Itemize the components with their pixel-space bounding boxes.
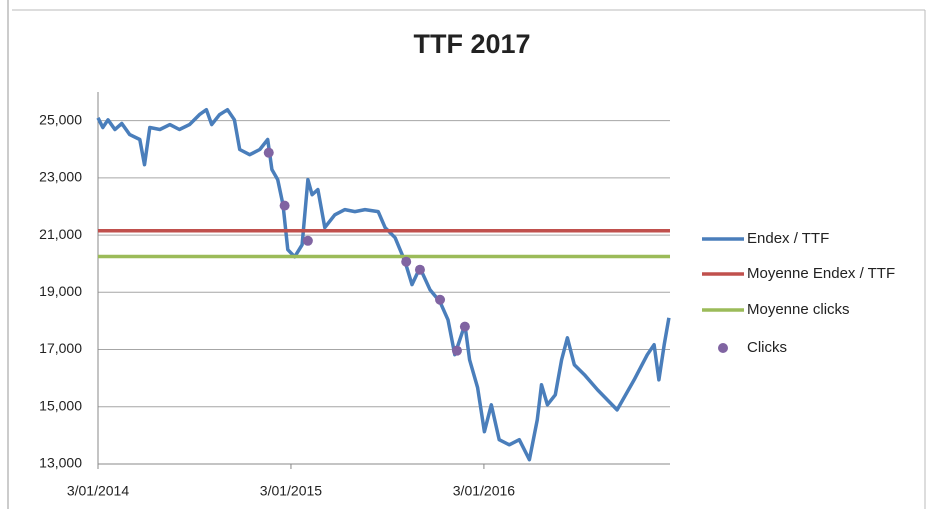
y-tick-label: 23,000 [39,169,82,185]
click-point [279,200,290,211]
legend-label: Moyenne clicks [747,301,850,318]
y-tick-label: 25,000 [39,111,82,127]
click-point [302,235,313,246]
legend-label: Endex / TTF [747,230,829,247]
series-line [96,107,671,462]
x-tick-label: 3/01/2014 [67,483,129,499]
x-tick-label: 3/01/2016 [453,483,515,499]
y-tick-label: 21,000 [39,226,82,242]
click-point [435,294,446,305]
y-tick-label: 19,000 [39,283,82,299]
click-point [414,264,425,275]
legend-label: Moyenne Endex / TTF [747,265,895,282]
y-tick-label: 17,000 [39,340,82,356]
click-point [451,345,462,356]
chart-title: TTF 2017 [413,29,530,59]
y-tick-label: 15,000 [39,397,82,413]
legend-marker [718,343,728,353]
click-point [263,147,274,158]
x-tick-label: 3/01/2015 [260,483,322,499]
y-tick-label: 13,000 [39,455,82,471]
legend-label: Clicks [747,339,787,356]
click-point [459,321,470,332]
click-point [401,256,412,267]
